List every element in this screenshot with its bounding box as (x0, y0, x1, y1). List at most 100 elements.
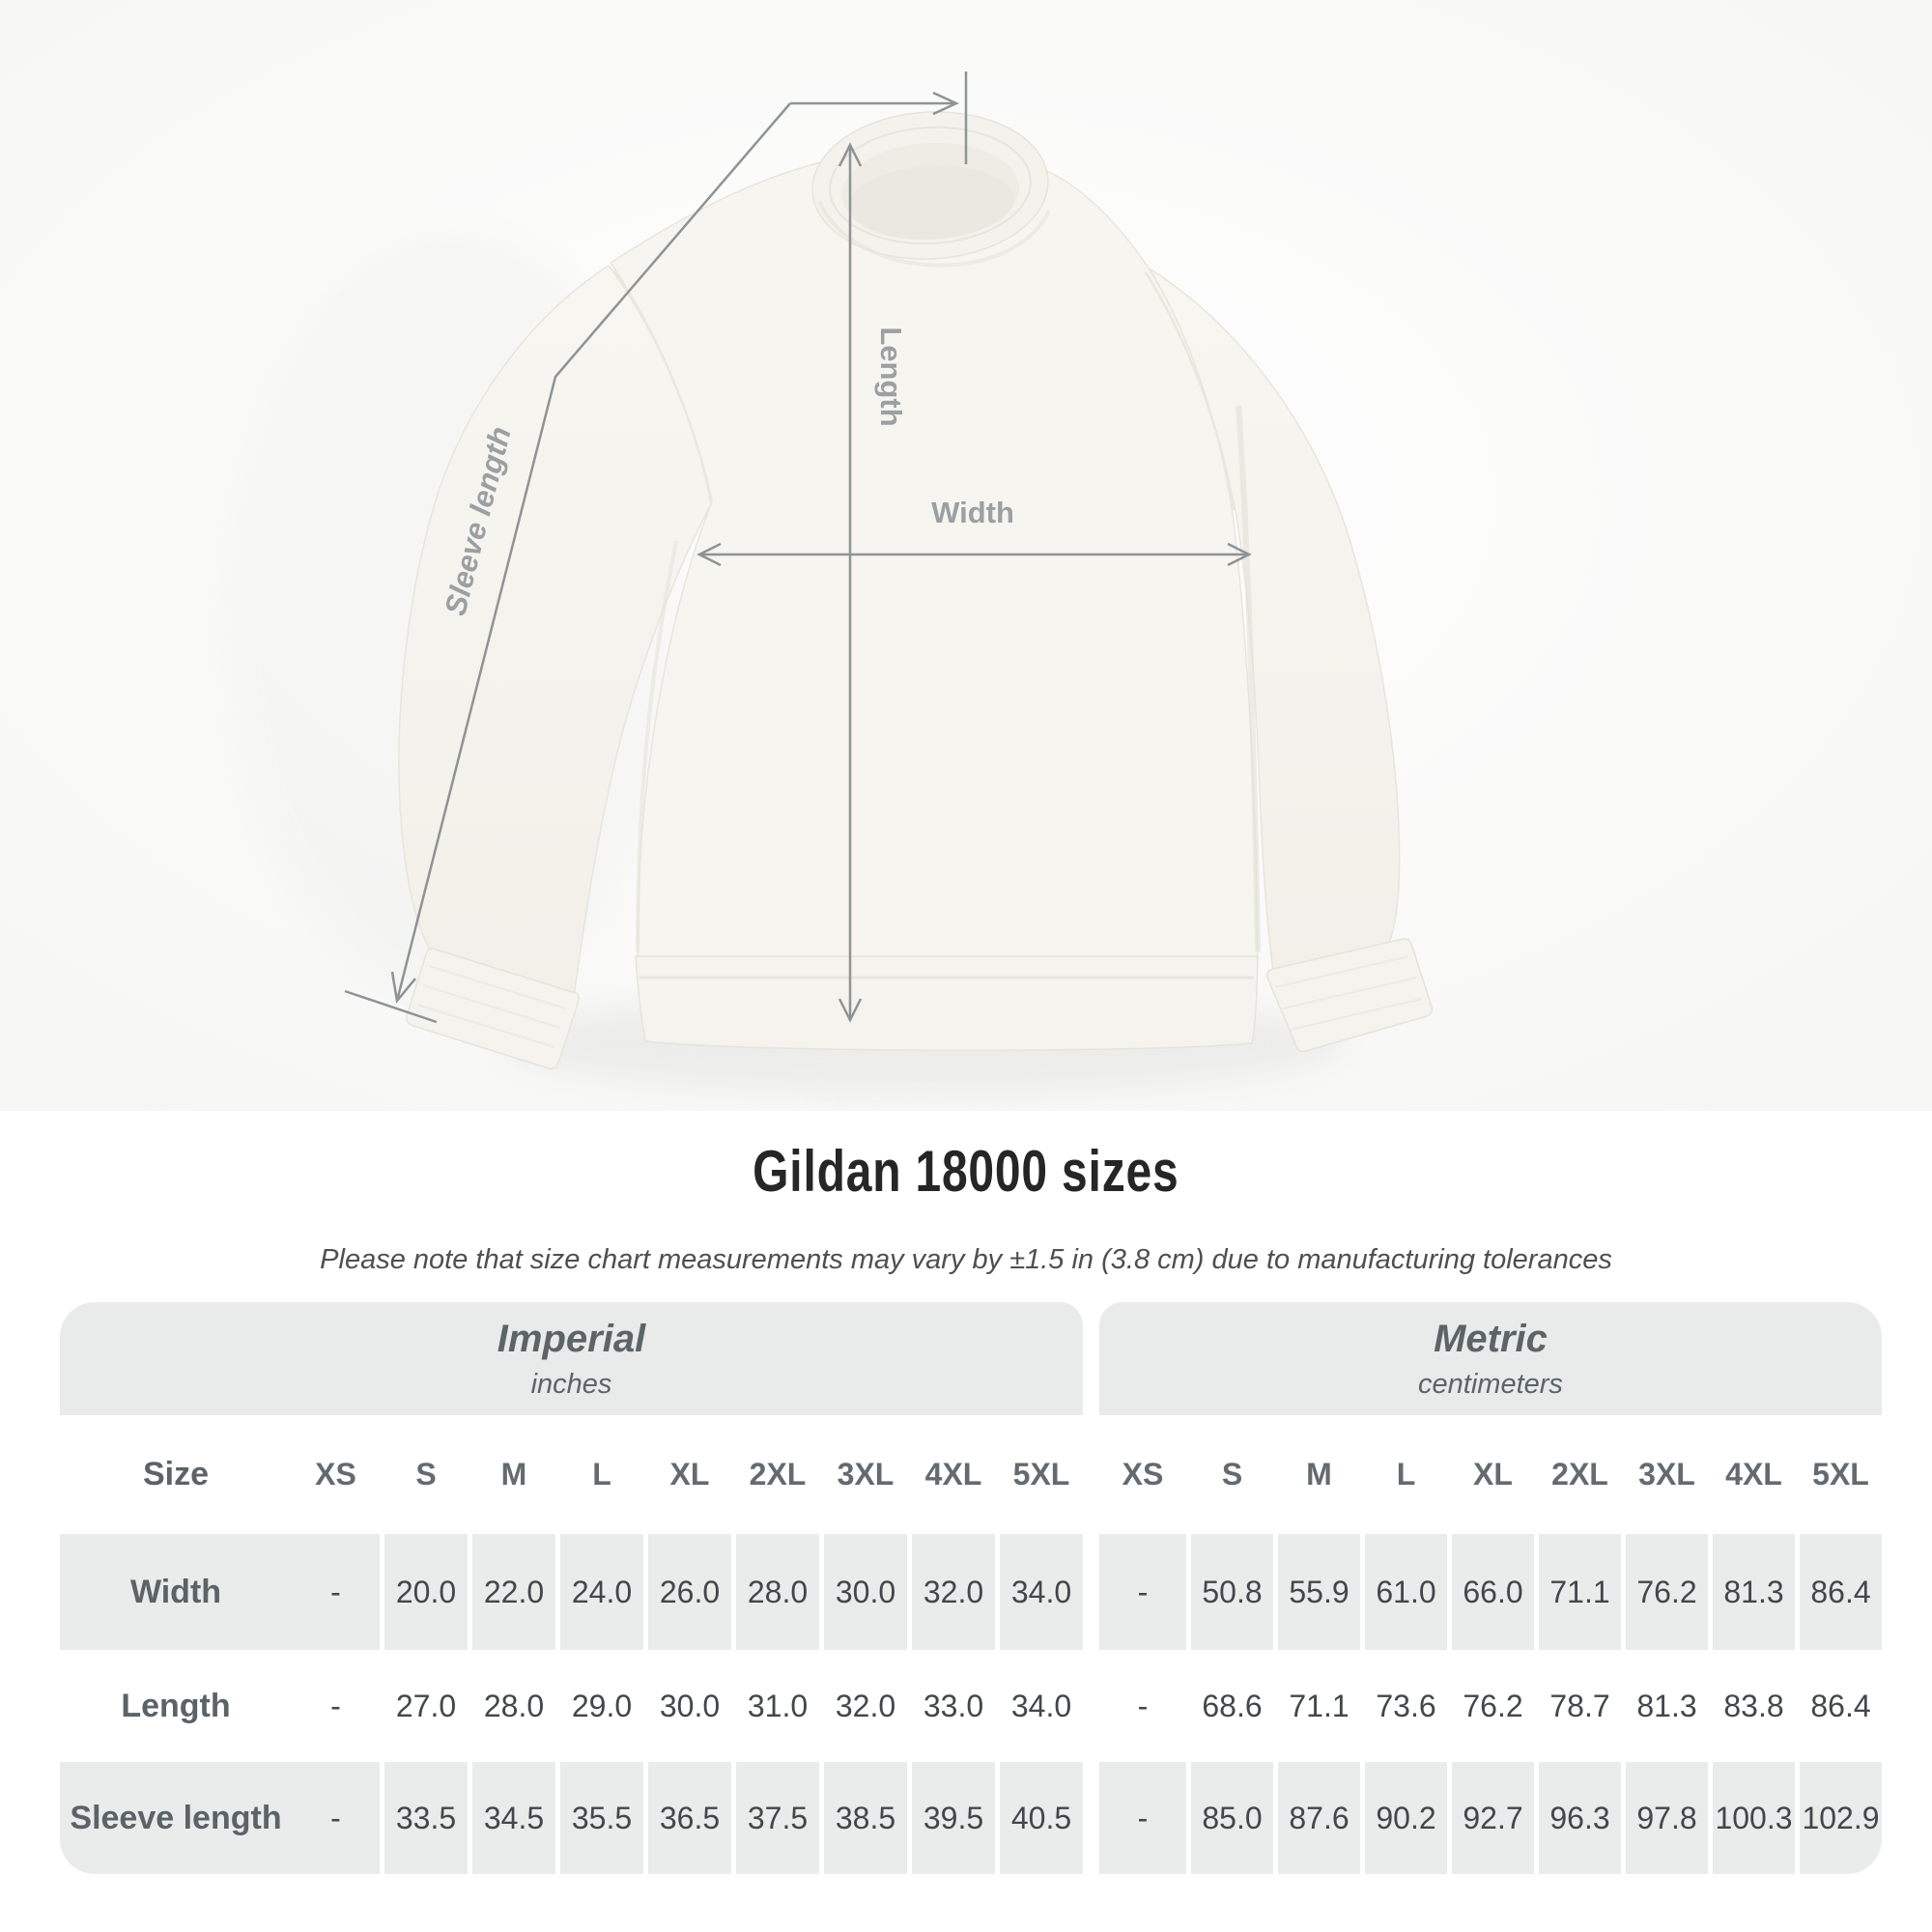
page-title-text: Gildan 18000 sizes (753, 1139, 1179, 1204)
sleeve-length-line (395, 102, 791, 1002)
value-cell: 76.2 (1447, 1650, 1534, 1762)
value-cell: 30.0 (819, 1534, 907, 1650)
length-arrow-top (838, 142, 863, 167)
value-cell: 34.0 (995, 1650, 1083, 1762)
value-cell: 81.3 (1621, 1650, 1708, 1762)
size-header-cell: XL (643, 1415, 731, 1534)
row-label: Sleeve length (70, 1799, 282, 1836)
waistband (635, 955, 1259, 1052)
size-header-cell: S (380, 1415, 468, 1534)
sleeve-length-end-tick (344, 989, 438, 1024)
value-cell: 90.2 (1360, 1762, 1447, 1874)
width-arrow-left (696, 542, 722, 567)
tolerance-note: Please note that size chart measurements… (320, 1244, 1612, 1275)
value-cell: 96.3 (1534, 1762, 1621, 1874)
value-cell: 50.8 (1186, 1534, 1273, 1650)
left-cuff-rib (416, 965, 567, 1048)
row-label: Length (121, 1687, 231, 1724)
size-column-header: Size (142, 1456, 210, 1492)
size-header-cell: M (1273, 1415, 1360, 1534)
value-cell: 38.5 (819, 1762, 907, 1874)
width-label: Width (931, 496, 1014, 529)
size-header-cell: XS (315, 1457, 356, 1492)
value-cell: 26.0 (643, 1534, 731, 1650)
top-guide-arrowhead (932, 91, 960, 116)
row-label: Width (129, 1573, 222, 1610)
unit-group-row: Imperial inches Metric centimeters (60, 1302, 1882, 1415)
value-cell: 68.6 (1186, 1650, 1273, 1762)
metric-header: Metric centimeters (1099, 1302, 1882, 1415)
value-cell: 66.0 (1447, 1534, 1534, 1650)
value-cell: 100.3 (1708, 1762, 1795, 1874)
value-cell: 87.6 (1273, 1762, 1360, 1874)
value-cell: 31.0 (731, 1650, 819, 1762)
size-header-cell: L (555, 1415, 643, 1534)
value-cell: - (330, 1688, 341, 1723)
group-divider (1083, 1762, 1099, 1874)
value-cell: - (330, 1800, 341, 1835)
value-cell: 36.5 (643, 1762, 731, 1874)
value-cell: 28.0 (731, 1534, 819, 1650)
size-header-cell: 4XL (1708, 1415, 1795, 1534)
imperial-title: Imperial (497, 1317, 646, 1360)
sweatshirt-measurement-diagram: Length Width Sleeve length (0, 0, 1932, 1111)
collar-shadow (817, 200, 1051, 268)
value-cell: 61.0 (1360, 1534, 1447, 1650)
size-header-cell: 2XL (1534, 1415, 1621, 1534)
value-cell: 39.5 (907, 1762, 995, 1874)
value-cell: 86.4 (1795, 1650, 1882, 1762)
left-cuff (406, 948, 580, 1070)
size-header-cell: 3XL (1621, 1415, 1708, 1534)
value-cell: 97.8 (1621, 1762, 1708, 1874)
value-cell: 30.0 (643, 1650, 731, 1762)
right-cuff (1265, 938, 1434, 1053)
table-row-length: Length - 27.0 28.0 29.0 30.0 31.0 32.0 3… (60, 1650, 1882, 1762)
imperial-unit: inches (530, 1368, 612, 1400)
value-cell: 22.0 (468, 1534, 555, 1650)
size-header-cell: XS (1122, 1457, 1164, 1492)
size-header-cell: L (1360, 1415, 1447, 1534)
collar (811, 111, 1049, 260)
group-divider (1083, 1415, 1099, 1534)
size-header-cell: 2XL (731, 1415, 819, 1534)
value-cell: 33.0 (907, 1650, 995, 1762)
group-divider (1083, 1302, 1099, 1415)
size-header-cell: 5XL (995, 1415, 1083, 1534)
value-cell: - (1137, 1800, 1149, 1835)
value-cell: 71.1 (1534, 1534, 1621, 1650)
value-cell: 55.9 (1273, 1534, 1360, 1650)
group-divider (1083, 1534, 1099, 1650)
page-title: Gildan 18000 sizes (0, 1138, 1932, 1205)
value-cell: 32.0 (819, 1650, 907, 1762)
value-cell: 33.5 (380, 1762, 468, 1874)
value-cell: 86.4 (1795, 1534, 1882, 1650)
value-cell: 73.6 (1360, 1650, 1447, 1762)
value-cell: 20.0 (380, 1534, 468, 1650)
size-header-cell: M (468, 1415, 555, 1534)
value-cell: - (1137, 1688, 1149, 1723)
size-header-row: Size XS S M L XL 2XL 3XL 4XL 5XL XS S M … (60, 1415, 1882, 1534)
size-header-cell: 3XL (819, 1415, 907, 1534)
size-header-cell: S (1186, 1415, 1273, 1534)
right-cuff-rib (1274, 955, 1423, 1031)
value-cell: - (1137, 1574, 1149, 1609)
right-body-crease (1236, 405, 1261, 952)
value-cell: 37.5 (731, 1762, 819, 1874)
imperial-header: Imperial inches (60, 1302, 1083, 1415)
length-label: Length (874, 327, 908, 426)
width-arrow-right (1227, 542, 1252, 567)
value-cell: 27.0 (380, 1650, 468, 1762)
size-header-cell: 4XL (907, 1415, 995, 1534)
value-cell: 102.9 (1795, 1762, 1882, 1874)
table-row-width: Width - 20.0 22.0 24.0 26.0 28.0 30.0 32… (60, 1534, 1882, 1650)
value-cell: 71.1 (1273, 1650, 1360, 1762)
value-cell: 28.0 (468, 1650, 555, 1762)
left-body-crease (636, 540, 678, 952)
value-cell: 81.3 (1708, 1534, 1795, 1650)
table-row-sleeve-length: Sleeve length - 33.5 34.5 35.5 36.5 37.5… (60, 1762, 1882, 1874)
size-header-cell: XL (1447, 1415, 1534, 1534)
value-cell: 76.2 (1621, 1534, 1708, 1650)
group-divider (1083, 1650, 1099, 1762)
value-cell: - (330, 1574, 341, 1609)
